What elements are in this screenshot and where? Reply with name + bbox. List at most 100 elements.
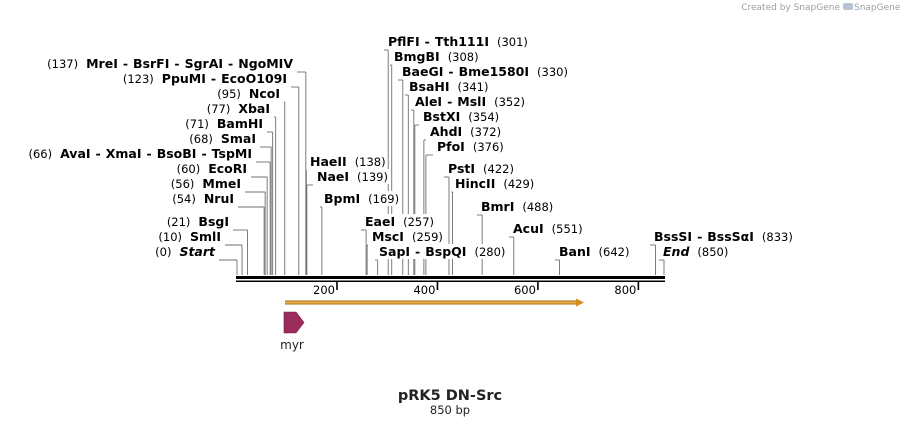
- map-title: pRK5 DN-Src: [398, 388, 502, 404]
- enzyme-name: AcuI: [513, 221, 544, 236]
- site-label-bstxi: BstXI (354): [422, 109, 501, 124]
- dna-backbone: [236, 276, 665, 282]
- enzyme-name: BsgI: [198, 214, 229, 229]
- site-separator: -: [147, 146, 152, 161]
- site-labels: (0) Start(10) SmlI(21) BsgI(54) NruI (56) MmeI…: [27, 34, 794, 259]
- site-label-mask: [480, 199, 555, 214]
- ruler: 200 400 600 800: [313, 282, 640, 297]
- site-label-mask: [429, 124, 503, 139]
- site-label-bpmi: BpmI (169): [323, 191, 401, 206]
- enzyme-name: SmlI: [190, 229, 221, 244]
- enzyme-name: EcoRI: [208, 161, 247, 176]
- site-label-mask: [46, 56, 295, 71]
- enzyme-name: AleI: [415, 94, 442, 109]
- site-label-mask: [309, 154, 387, 169]
- enzyme-name: NaeI: [317, 169, 349, 184]
- enzyme-name: End: [663, 244, 690, 259]
- site-label-mask: [558, 244, 631, 259]
- enzyme-name: MmeI: [202, 176, 241, 191]
- site-position: (301): [497, 35, 528, 49]
- site-label-mask: [371, 229, 444, 244]
- site-position: (21): [167, 215, 191, 229]
- enzyme-name: XmaI: [106, 146, 142, 161]
- site-label-pfoi: PfoI (376): [436, 139, 505, 154]
- enzyme-name: BsaHI: [409, 79, 450, 94]
- site-position: (833): [762, 230, 793, 244]
- map-subtitle: 850 bp: [430, 403, 470, 417]
- site-position: (56): [171, 177, 195, 191]
- site-position: (280): [474, 245, 505, 259]
- enzyme-name: MslI: [457, 94, 486, 109]
- site-position: (71): [185, 117, 209, 131]
- enzyme-name: SgrAI: [185, 56, 223, 71]
- site-position: (422): [483, 162, 514, 176]
- site-separator: -: [697, 229, 702, 244]
- site-position: (54): [172, 192, 196, 206]
- site-leader-lines: [219, 49, 665, 275]
- enzyme-name: NgoMIV: [238, 56, 293, 71]
- enzyme-name: MscI: [372, 229, 404, 244]
- site-label-smai: (68) SmaI: [188, 131, 257, 146]
- site-label-mrei: (137) MreI - BsrFI - SgrAI - NgoMIV: [46, 56, 295, 71]
- site-position: (169): [368, 192, 399, 206]
- enzyme-name: HincII: [455, 176, 495, 191]
- ruler-tick-label: 600: [514, 283, 536, 297]
- backbone-top-strand: [236, 276, 665, 279]
- site-label-mask: [165, 214, 230, 229]
- site-label-mask: [653, 229, 794, 244]
- site-separator: -: [447, 94, 452, 109]
- site-label-mask: [121, 71, 288, 86]
- site-separator: -: [448, 64, 453, 79]
- site-position: (257): [403, 215, 434, 229]
- site-label-bmri: BmrI (488): [480, 199, 555, 214]
- site-position: (308): [448, 50, 479, 64]
- site-label-mask: [316, 169, 389, 184]
- site-position: (123): [123, 72, 154, 86]
- site-separator: -: [174, 56, 179, 71]
- site-label-mask: [436, 139, 505, 154]
- ruler-tick-label: 200: [313, 283, 335, 297]
- site-label-msci: MscI (259): [371, 229, 444, 244]
- enzyme-name: BsoBI: [157, 146, 197, 161]
- site-label-mask: [662, 244, 730, 259]
- enzyme-name: BssSαI: [707, 229, 754, 244]
- site-position: (137): [47, 57, 78, 71]
- site-position: (354): [468, 110, 499, 124]
- site-position: (95): [217, 87, 241, 101]
- site-label-mask: [364, 214, 436, 229]
- site-label-mask: [216, 86, 281, 101]
- site-position: (642): [599, 245, 630, 259]
- enzyme-name: MreI: [86, 56, 118, 71]
- enzyme-name: BstXI: [423, 109, 460, 124]
- site-separator: -: [425, 34, 430, 49]
- site-label-mask: [378, 244, 507, 259]
- site-label-ahdi: AhdI (372): [429, 124, 503, 139]
- site-label-mask: [454, 176, 536, 191]
- site-label-bsahi: BsaHI (341): [408, 79, 490, 94]
- enzyme-name: SmaI: [221, 131, 256, 146]
- enzyme-name: PstI: [448, 161, 475, 176]
- site-label-mask: [408, 79, 490, 94]
- site-label-mmei: (56) MmeI: [169, 176, 242, 191]
- snapgene-logo-icon: [843, 3, 853, 10]
- site-label-mask: [205, 101, 271, 116]
- site-label-mask: [27, 146, 253, 161]
- enzyme-name: Start: [179, 244, 216, 259]
- site-separator: -: [201, 146, 206, 161]
- backbone-bottom-strand: [236, 280, 665, 282]
- site-separator: -: [228, 56, 233, 71]
- site-label-mask: [323, 191, 401, 206]
- enzyme-name: PflFI: [388, 34, 420, 49]
- enzyme-name: EcoO109I: [221, 71, 287, 86]
- site-separator: -: [96, 146, 101, 161]
- snapgene-credit: Created by SnapGene SnapGene: [741, 3, 901, 13]
- site-label-ecori: (60) EcoRI: [175, 161, 248, 176]
- site-position: (341): [458, 80, 489, 94]
- snapgene-wordmark: SnapGene: [854, 3, 901, 13]
- site-label-end: End (850): [662, 244, 730, 259]
- enzyme-name: NruI: [204, 191, 234, 206]
- site-position: (77): [207, 102, 231, 116]
- site-position: (429): [503, 177, 534, 191]
